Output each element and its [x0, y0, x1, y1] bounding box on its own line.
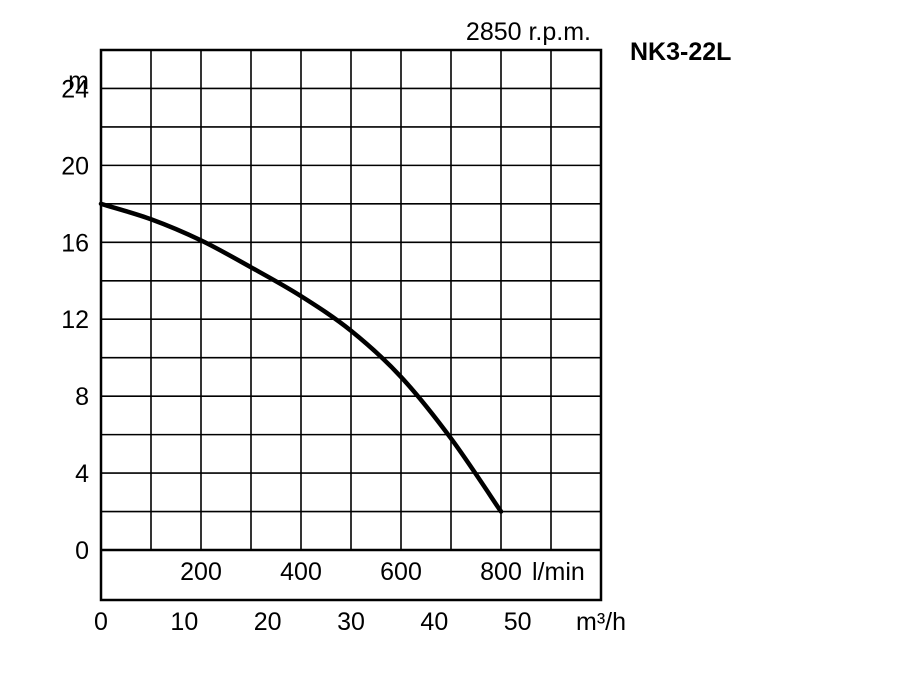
x-tick-label-m3h: 20: [254, 608, 282, 636]
x-tick-label-lmin: 400: [280, 558, 322, 586]
y-tick-label: 0: [75, 537, 89, 565]
x-tick-label-lmin: 800: [480, 558, 522, 586]
y-axis-ticks: 0 4 8 12 16 20 24: [61, 75, 89, 565]
x-axis-unit-m3h: m³/h: [576, 608, 626, 636]
chart-grid: [101, 50, 601, 550]
y-tick-label: 12: [61, 306, 89, 334]
x-tick-label-lmin: 600: [380, 558, 422, 586]
pump-curve: [98, 201, 504, 514]
y-tick-label: 20: [61, 152, 89, 180]
x-axis-ticks-lmin: 200 400 600 800: [180, 558, 522, 586]
chart-frame: [99, 48, 603, 602]
y-tick-label: 8: [75, 383, 89, 411]
x-tick-label-lmin: 200: [180, 558, 222, 586]
plot-border: [99, 48, 603, 602]
x-tick-label-m3h: 30: [337, 608, 365, 636]
y-axis-unit-label: m: [68, 67, 89, 95]
x-axis-ticks-m3h: 0 10 20 30 40 50: [94, 608, 532, 636]
pump-curve-line: [98, 201, 504, 514]
y-tick-label: 24: [61, 75, 89, 103]
x-tick-label-m3h: 50: [504, 608, 532, 636]
y-tick-label: 16: [61, 229, 89, 257]
x-tick-label-m3h: 0: [94, 608, 108, 636]
x-tick-label-m3h: 10: [170, 608, 198, 636]
chart-title-model: NK3-22L: [630, 38, 731, 66]
x-tick-label-m3h: 40: [420, 608, 448, 636]
chart-subtitle-speed: 2850 r.p.m.: [466, 18, 591, 46]
x-axis-unit-lmin: l/min: [532, 558, 585, 586]
y-tick-label: 4: [75, 460, 89, 488]
